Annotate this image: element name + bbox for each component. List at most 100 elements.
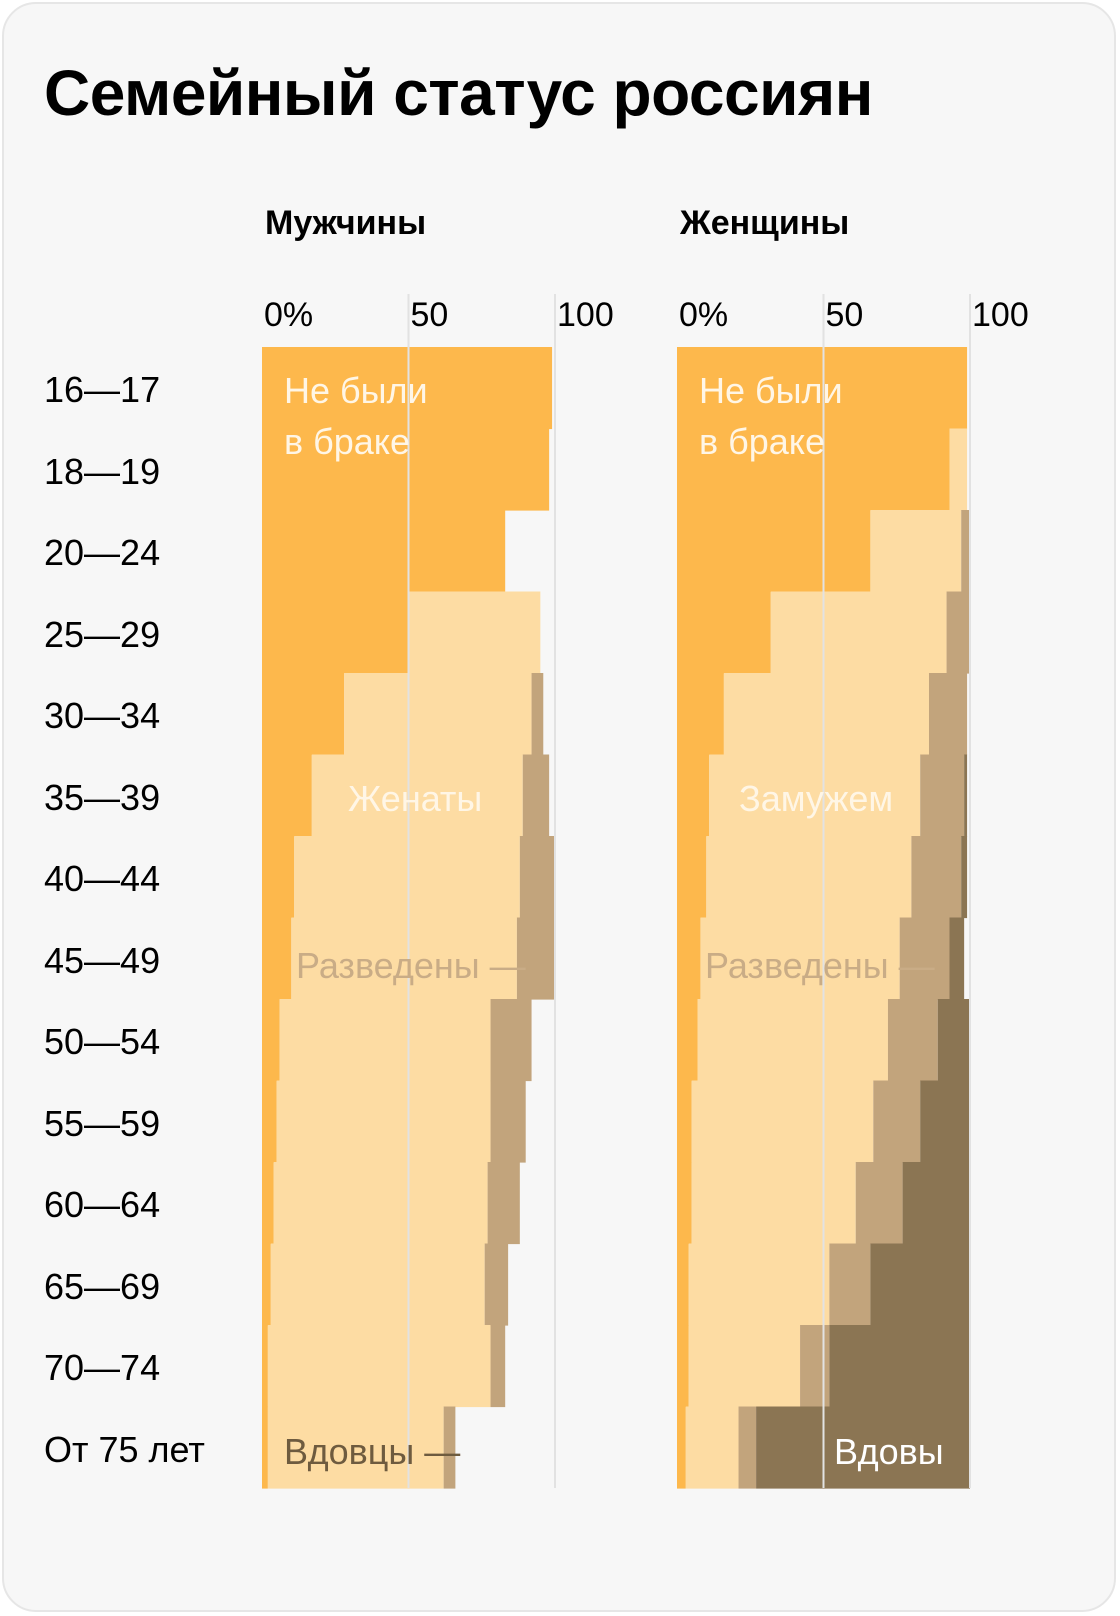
women-bar-married [691, 1162, 856, 1245]
women-label-never-married: Не были [699, 370, 843, 411]
men-bar-married [408, 591, 541, 674]
women-tick-label: 100 [972, 296, 1029, 334]
women-bar-widowed [870, 1243, 970, 1326]
men-bar-divorced [490, 1080, 526, 1163]
men-bar-never-married [262, 591, 409, 674]
men-bar-never-married [262, 754, 312, 837]
women-bar-divorced [928, 673, 968, 756]
men-bar-divorced [531, 673, 544, 756]
men-bar-never-married [262, 1080, 277, 1163]
men-bar-never-married [262, 1325, 268, 1408]
men-label-widowed: Вдовцы — [284, 1431, 460, 1472]
men-bar-never-married [262, 1162, 274, 1245]
women-tick-label: 0% [679, 296, 728, 334]
women-bar-never-married [677, 999, 698, 1082]
men-tick-label: 100 [557, 296, 614, 334]
men-bar-never-married [262, 999, 280, 1082]
women-bar-married [770, 591, 947, 674]
women-bar-never-married [677, 510, 871, 593]
women-bar-widowed [949, 917, 965, 1000]
stacked-bar-charts: 0% 50 100 Не были в браке Женаты Разведены — Вд… [262, 294, 1029, 1489]
women-bar-married [870, 510, 962, 593]
women-bar-divorced [855, 1162, 903, 1245]
women-bar-divorced [873, 1080, 921, 1163]
men-bar-married [311, 754, 523, 837]
men-bar-married [267, 1406, 444, 1489]
men-bar-married [273, 1162, 488, 1245]
men-bar-divorced [443, 1406, 456, 1489]
men-bar-married [279, 999, 491, 1082]
women-bar-married [723, 673, 929, 756]
men-bar-married [276, 1080, 491, 1163]
women-label-never-married: в браке [699, 421, 825, 462]
women-bar-never-married [677, 836, 707, 919]
women-bar-never-married [677, 673, 724, 756]
women-bar-divorced [946, 591, 970, 674]
women-bar-divorced [899, 917, 950, 1000]
age-label: 40—44 [44, 858, 161, 899]
age-label: От 75 лет [44, 1429, 205, 1470]
women-bar-married [949, 428, 968, 511]
women-bar-married [688, 1243, 830, 1326]
men-bar-divorced [522, 754, 550, 837]
women-bar-married [685, 1406, 739, 1489]
men-bar-married [267, 1325, 491, 1408]
women-bar-never-married [677, 1406, 686, 1489]
age-label: 20—24 [44, 532, 161, 573]
women-bar-never-married [677, 917, 701, 1000]
women-bar-divorced [887, 999, 938, 1082]
men-label-never-married: Не были [284, 370, 428, 411]
age-label: 45—49 [44, 940, 161, 981]
women-label-married: Замужем [739, 778, 893, 819]
women-bar-never-married [677, 591, 771, 674]
men-bar-never-married [262, 347, 553, 430]
women-bar-married [691, 1080, 874, 1163]
women-bar-never-married [677, 1325, 689, 1408]
age-label: 16—17 [44, 369, 161, 410]
women-bar-married [688, 1325, 801, 1408]
men-bar-never-married [262, 428, 550, 511]
women-tick-label: 50 [826, 296, 864, 334]
women-bar-never-married [677, 1243, 689, 1326]
age-label: 65—69 [44, 1266, 161, 1307]
women-label-widowed: Вдовы [834, 1431, 944, 1472]
women-bar-never-married [677, 428, 950, 511]
chart-title: Семейный статус россиян [44, 57, 873, 129]
women-panel-title: Женщины [680, 204, 850, 242]
men-panel-title: Мужчины [265, 204, 427, 242]
age-label: 70—74 [44, 1347, 161, 1388]
women-bar-widowed [964, 754, 968, 837]
men-bar-divorced [490, 999, 532, 1082]
men-tick-label: 0% [264, 296, 313, 334]
age-label: 60—64 [44, 1184, 161, 1225]
age-label: 25—29 [44, 614, 161, 655]
men-bar-divorced [519, 836, 555, 919]
men-bar-never-married [262, 1243, 271, 1326]
women-bar-divorced [829, 1243, 871, 1326]
women-bar-never-married [677, 1080, 692, 1163]
men-bar-never-married [262, 836, 295, 919]
age-label: 55—59 [44, 1103, 161, 1144]
men-label-divorced: Разведены — [296, 945, 526, 986]
women-bar-married [700, 917, 900, 1000]
men-bar-never-married [262, 510, 506, 593]
men-tick-label: 50 [411, 296, 449, 334]
women-bar-never-married [677, 1162, 692, 1245]
women-bar-never-married [677, 754, 710, 837]
women-bar-widowed [829, 1325, 970, 1408]
women-bar-divorced [961, 510, 970, 593]
women-bar-divorced [800, 1325, 830, 1408]
men-bar-married [270, 1243, 485, 1326]
women-label-divorced: Разведены — [705, 945, 935, 986]
women-bar-married [706, 836, 912, 919]
men-bar-divorced [484, 1243, 509, 1326]
women-bar-widowed [902, 1162, 970, 1245]
women-bar-never-married [677, 347, 968, 430]
men-bar-married [344, 673, 532, 756]
men-bar-never-married [262, 1406, 268, 1489]
women-bar-widowed [756, 1406, 970, 1489]
age-label: 30—34 [44, 695, 161, 736]
women-bar-widowed [920, 1080, 970, 1163]
men-label-never-married: в браке [284, 421, 410, 462]
